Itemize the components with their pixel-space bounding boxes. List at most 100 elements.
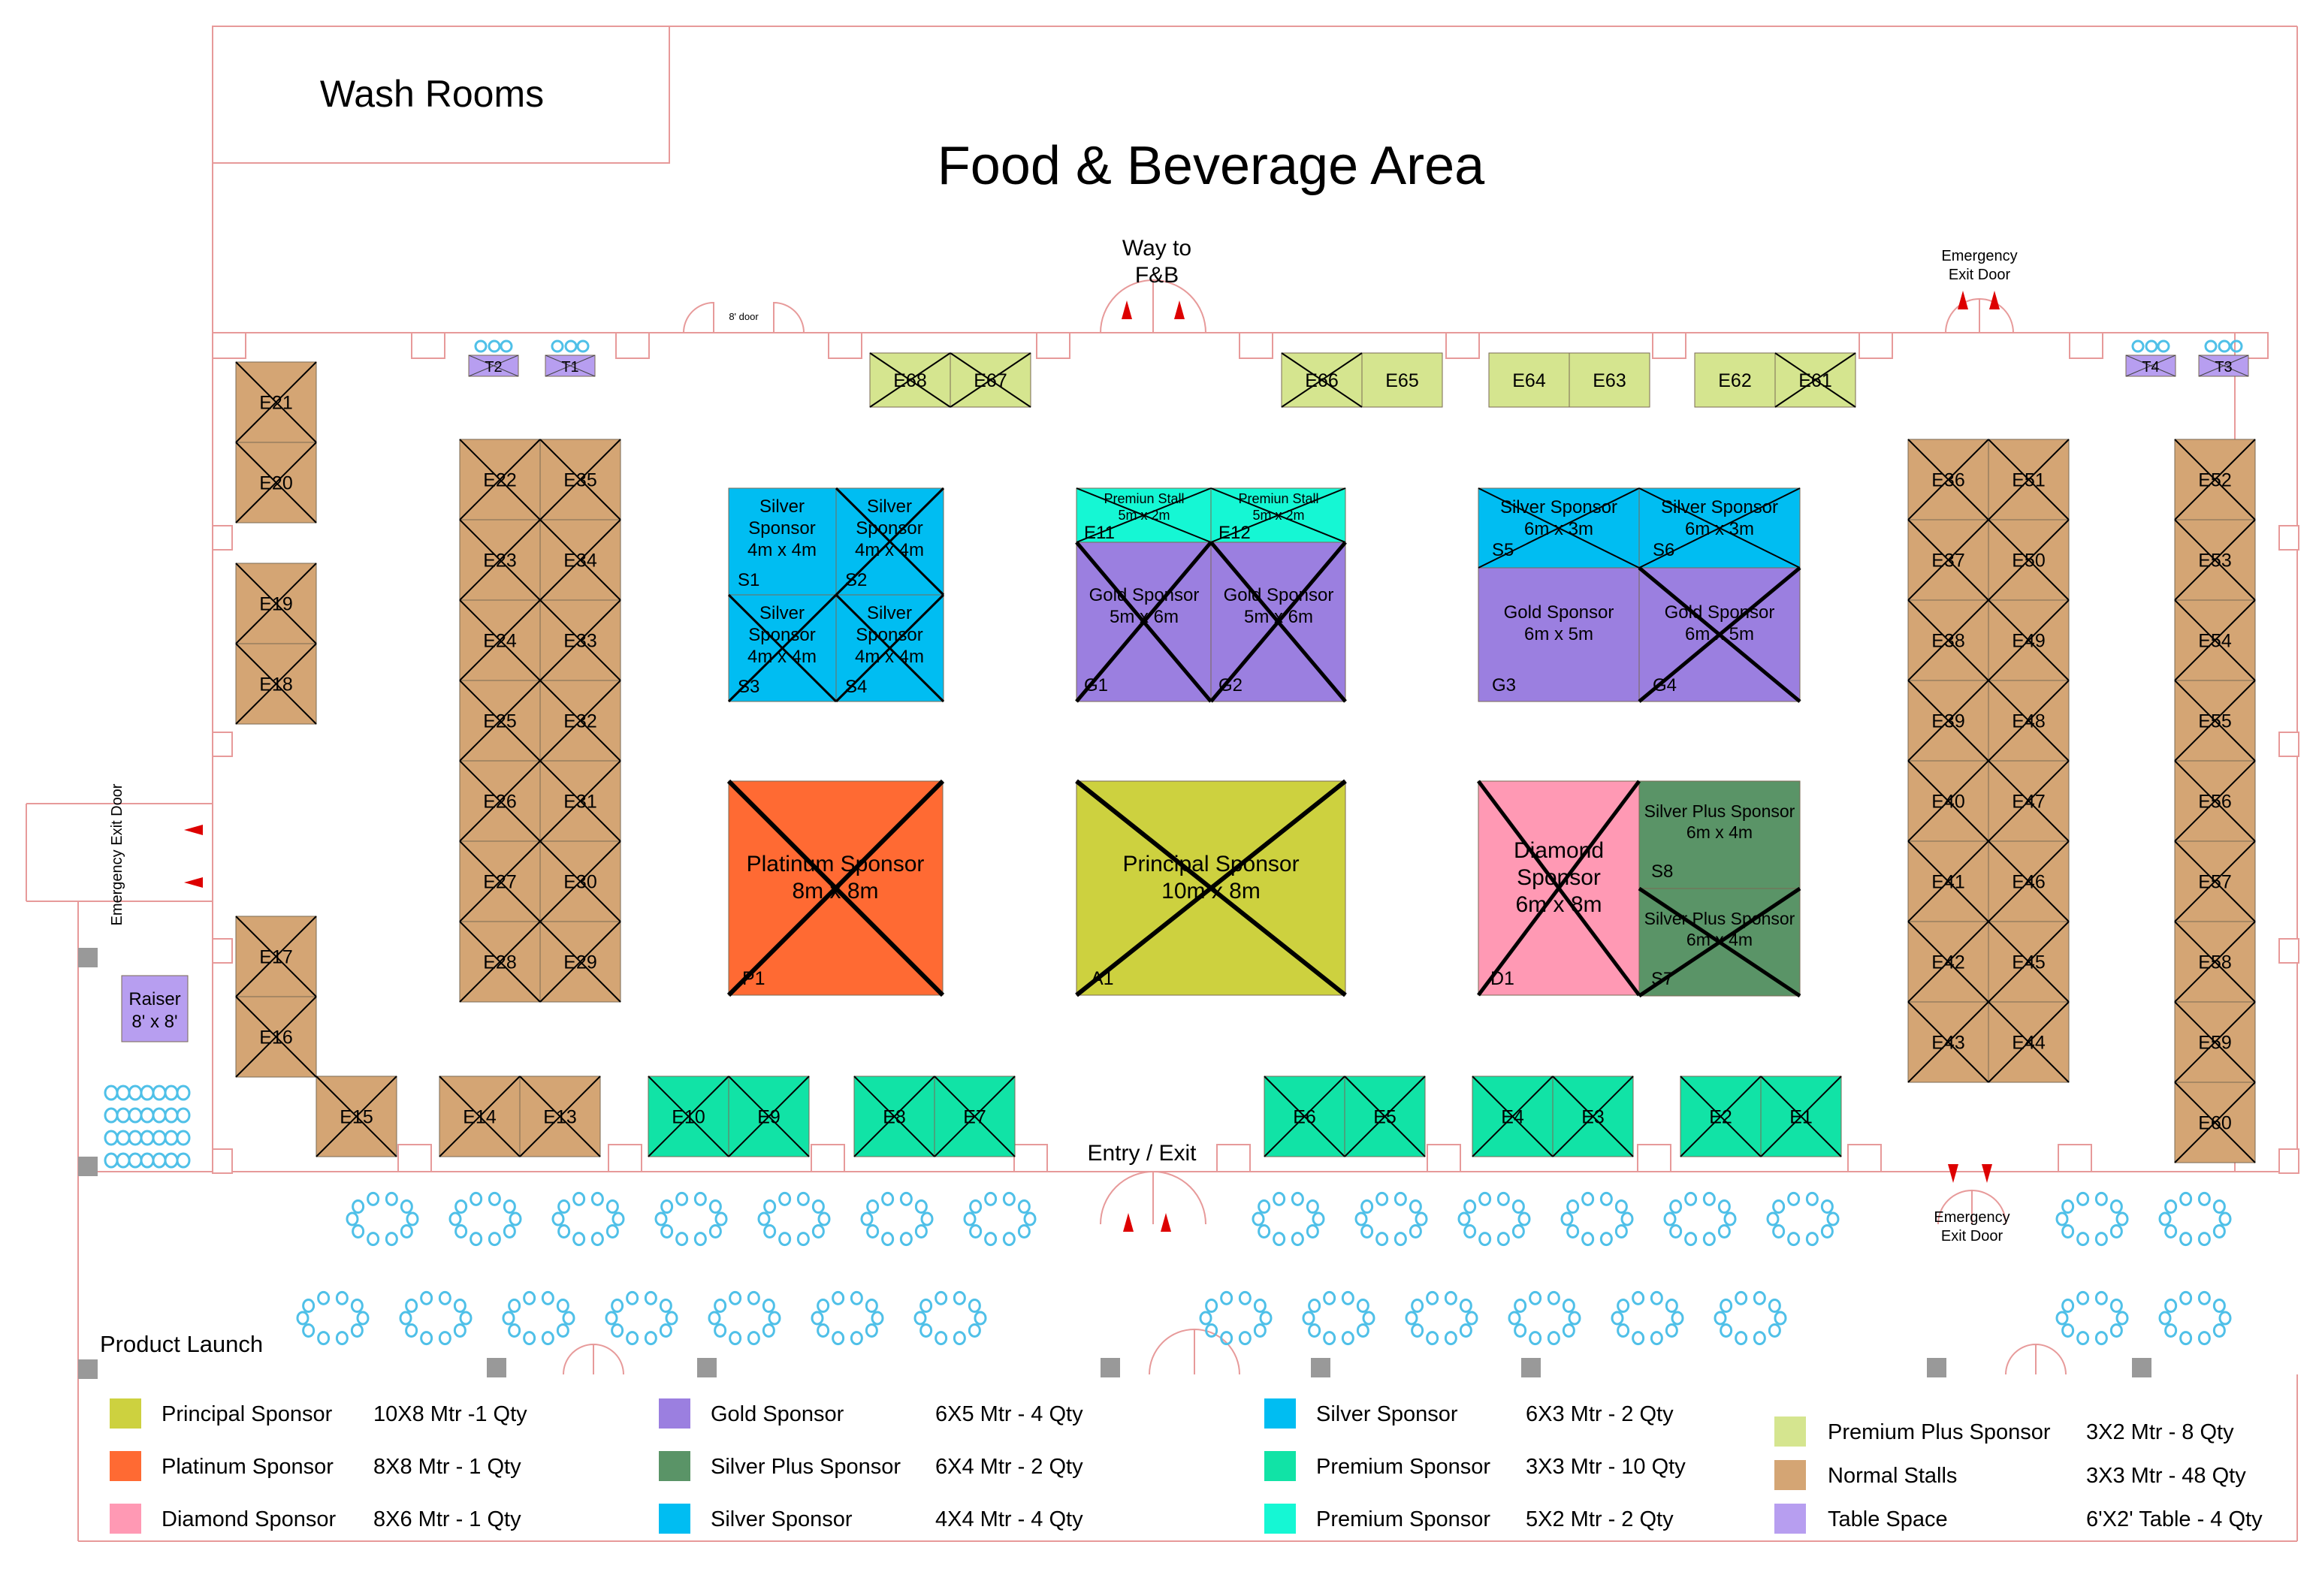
chair [1768, 1299, 1781, 1314]
chair [1463, 1223, 1477, 1238]
chair [367, 1232, 380, 1247]
chair [2094, 1191, 2108, 1206]
chair [1717, 1199, 1731, 1214]
chair [1356, 1323, 1369, 1338]
round-table [551, 1191, 625, 1247]
stall-label-e27: E27 [483, 872, 516, 893]
chair [675, 1232, 689, 1247]
stall-e58-cross-b [2174, 921, 2256, 1003]
audience-chair [176, 1085, 191, 1101]
legend-spec: 6X5 Mtr - 4 Qty [935, 1402, 1083, 1426]
west-exit-label: Emergency Exit Door [109, 783, 125, 925]
round-table [708, 1290, 781, 1346]
chair [1562, 1299, 1575, 1314]
table-chair [2230, 339, 2243, 353]
chair [1306, 1223, 1319, 1238]
chair [747, 1331, 760, 1346]
stall-e8-cross-b [853, 1076, 935, 1157]
chair [523, 1290, 536, 1305]
legend-swatch [110, 1398, 141, 1429]
audience-chair [104, 1130, 119, 1146]
stall-label-e46: E46 [2012, 872, 2045, 893]
table-chair [551, 339, 564, 353]
chair [969, 1223, 983, 1238]
chair [1665, 1323, 1678, 1338]
booth-size: 4m x 4m [747, 540, 817, 560]
booth-title: Sponsor [748, 518, 815, 539]
chair [817, 1323, 830, 1338]
chair [317, 1331, 331, 1346]
chair [590, 1232, 604, 1247]
wall-niche [1036, 332, 1070, 359]
chair [1496, 1191, 1510, 1206]
chair [1805, 1191, 1819, 1206]
audience-chair [140, 1130, 155, 1146]
chair [1566, 1223, 1580, 1238]
stall-e50-cross-b [1988, 519, 2070, 601]
chair [406, 1211, 419, 1226]
door-bottom-arc [1194, 1328, 1240, 1375]
stall-label-e62: E62 [1718, 370, 1751, 391]
chair [2179, 1290, 2193, 1305]
chair [385, 1232, 398, 1247]
table-cross [2198, 354, 2249, 377]
chair [1023, 1211, 1037, 1226]
chair [708, 1223, 722, 1238]
stall-e39-cross-b [1907, 680, 1989, 762]
stall-label-e17: E17 [259, 947, 292, 968]
stall-e33-cross-b [539, 599, 621, 681]
chair [811, 1199, 825, 1214]
wall-niche [212, 1148, 233, 1174]
booth-title: Diamond [1514, 838, 1604, 863]
chair [1302, 1311, 1315, 1326]
legend-spec: 4X4 Mtr - 4 Qty [935, 1507, 1083, 1531]
chair [659, 1299, 672, 1314]
stall-label-e34: E34 [563, 551, 597, 572]
chair [2094, 1290, 2108, 1305]
chair [1496, 1232, 1510, 1247]
chair [1529, 1290, 1542, 1305]
stall-label-e28: E28 [483, 952, 516, 973]
chair [1253, 1299, 1267, 1314]
pillar [1101, 1358, 1120, 1377]
stall-e43-cross-b [1907, 1001, 1989, 1083]
chair [1620, 1211, 1634, 1226]
chair [1787, 1191, 1801, 1206]
chair [968, 1323, 981, 1338]
chair [832, 1290, 845, 1305]
stall-e21-cross-b [235, 361, 317, 443]
booth-s8 [1638, 780, 1801, 889]
chair [1411, 1323, 1424, 1338]
stall-label-e1: E1 [1789, 1107, 1813, 1128]
round-table [1199, 1290, 1273, 1346]
wall-niche [1239, 332, 1273, 359]
chair [590, 1191, 604, 1206]
chair [317, 1290, 331, 1305]
chair [2061, 1323, 2075, 1338]
door-entry-arc [1100, 1170, 1154, 1225]
legend-swatch [1774, 1416, 1806, 1447]
audience-chair [104, 1152, 119, 1169]
booth-title: Silver Sponsor [1661, 497, 1778, 517]
chair [1772, 1199, 1786, 1214]
stall-label-e7: E7 [963, 1107, 986, 1128]
chair [1753, 1290, 1766, 1305]
chair [1614, 1199, 1628, 1214]
round-table [2055, 1191, 2129, 1247]
round-table [1302, 1290, 1375, 1346]
stall-e20-cross-b [235, 442, 317, 523]
chair [400, 1223, 413, 1238]
chair [551, 1211, 565, 1226]
arrow-entry [1161, 1213, 1171, 1232]
legend-spec: 3X2 Mtr - 8 Qty [2086, 1420, 2234, 1444]
chair [1581, 1191, 1595, 1206]
chair [1409, 1199, 1422, 1214]
audience-chair [116, 1130, 131, 1146]
chair [438, 1290, 451, 1305]
legend-name: Diamond Sponsor [162, 1507, 336, 1531]
raiser-label: Raiser [128, 989, 180, 1009]
stall-e9-cross-b [728, 1076, 810, 1157]
chair [420, 1331, 433, 1346]
wall-niche [2278, 525, 2299, 551]
booth-title: Silver [867, 496, 912, 517]
